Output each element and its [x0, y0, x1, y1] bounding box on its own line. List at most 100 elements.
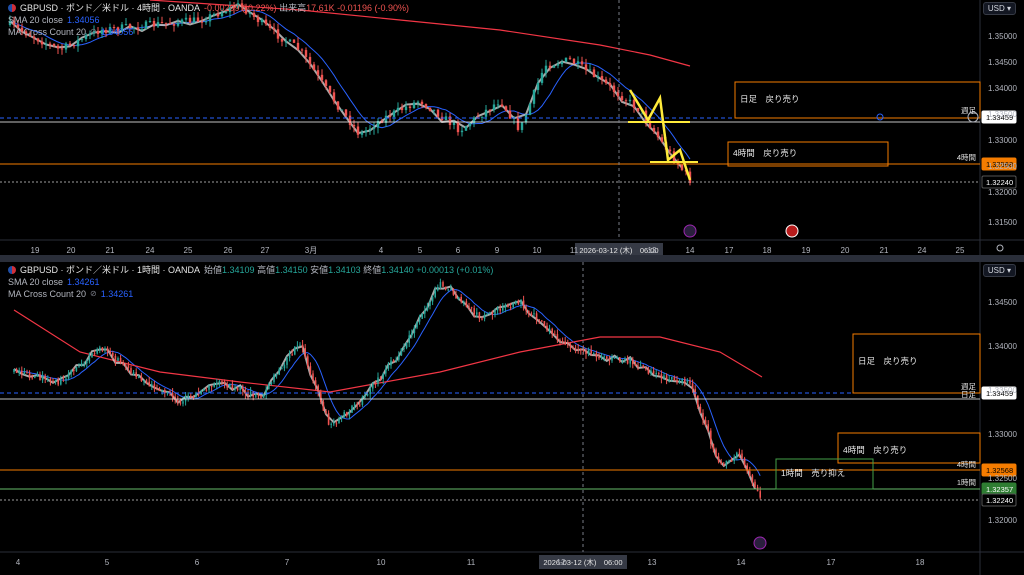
legend-4h: GBPUSD · ポンド／米ドル · 4時間 · OANDA -0.00299 …	[8, 2, 409, 38]
candle-body	[556, 334, 559, 341]
candle-body	[304, 50, 308, 57]
candle-body	[628, 99, 632, 102]
candle-body	[18, 370, 20, 373]
time-axis-label: 5	[105, 558, 110, 567]
ohlc-value: 1.34103	[328, 265, 364, 275]
candle-body	[275, 374, 278, 376]
candle-body	[144, 21, 148, 30]
candle-body	[684, 378, 686, 382]
candle-body	[463, 301, 465, 303]
candle-body	[546, 325, 548, 331]
candle-body	[23, 371, 26, 374]
sma-indicator-label[interactable]: SMA 20 close	[8, 15, 64, 25]
candle-body	[32, 36, 36, 39]
candle-body	[320, 74, 324, 81]
price-axis-label: 1.34000	[988, 342, 1017, 351]
sma-indicator-label[interactable]: SMA 20 close	[8, 277, 64, 287]
candle-body	[164, 22, 168, 24]
candle-body	[532, 89, 536, 104]
ma-cross-count-value: 1.34056	[100, 27, 134, 37]
candle-body	[324, 80, 328, 86]
ma-cross-count-label[interactable]: MA Cross Count 20	[8, 27, 87, 37]
candle-body	[639, 365, 642, 367]
candle-body	[252, 391, 254, 397]
visibility-icon[interactable]: ⊘	[90, 27, 97, 36]
ohlc-value: +0.00013 (+0.01%)	[416, 265, 494, 275]
candle-body	[480, 116, 484, 118]
candle-body	[637, 365, 639, 367]
candle-body	[712, 443, 715, 450]
time-axis-label: 17	[725, 246, 734, 255]
price-axis-label: 1.31500	[988, 218, 1017, 227]
candle-body	[257, 395, 260, 397]
candle-body	[152, 21, 156, 27]
time-axis-label: 4	[379, 246, 384, 255]
candle-body	[156, 388, 158, 390]
price-scale	[980, 262, 1024, 575]
candle-body	[314, 380, 317, 386]
candle-body	[244, 390, 247, 394]
candle-body	[158, 389, 161, 392]
candle-body	[328, 85, 332, 93]
candle-body	[187, 395, 189, 397]
candle-body	[554, 334, 556, 336]
candle-body	[36, 38, 40, 42]
chart-pane-4h[interactable]: 日足 戻り売り 4時間 戻り売り 週足 4時間 1.33459 1.32568 1.3224…	[0, 0, 1024, 255]
candle-body	[346, 412, 348, 416]
candle-body	[212, 13, 216, 15]
candle-body	[65, 378, 67, 380]
candle-body	[608, 83, 612, 86]
pane-separator[interactable]	[0, 255, 1024, 262]
candle-body	[464, 126, 468, 131]
candle-body	[431, 297, 434, 302]
candle-body	[681, 378, 683, 382]
ohlc-value: 1.34140	[381, 265, 417, 275]
candle-body	[325, 410, 327, 414]
long-ma-line	[149, 0, 691, 67]
annotation-box	[775, 458, 874, 490]
candle-body	[88, 33, 92, 36]
currency-label: USD	[987, 266, 1005, 275]
candle-body	[538, 319, 540, 321]
crosshair-time-label: 2026-03-12 (木) 06:00	[543, 557, 622, 567]
candle-body	[587, 350, 590, 355]
candle-body	[390, 360, 392, 366]
candle-body	[613, 357, 616, 359]
candle-body	[288, 39, 292, 42]
chart-canvas-4h[interactable]: 日足 戻り売り 4時間 戻り売り 週足 4時間 1.33459 1.32568 1.3224…	[0, 0, 1024, 255]
time-axis-label: 6	[195, 558, 200, 567]
visibility-icon[interactable]: ⊘	[90, 289, 97, 298]
candle-body	[691, 383, 694, 389]
candle-body	[645, 367, 647, 369]
price-axis-label: 1.33000	[988, 136, 1017, 145]
annotation-box-label: 日足 戻り売り	[740, 94, 800, 104]
candle-body	[593, 353, 595, 355]
symbol-title[interactable]: GBPUSD · ポンド／米ドル · 1時間 · OANDA	[20, 265, 201, 275]
candle-body	[496, 104, 500, 106]
candle-body	[364, 130, 368, 133]
candle-body	[699, 406, 702, 413]
candle-body	[228, 7, 232, 13]
ma-cross-count-label[interactable]: MA Cross Count 20	[8, 289, 87, 299]
candle-body	[83, 363, 85, 365]
candle-body	[624, 359, 626, 361]
chart-pane-1h[interactable]: 日足 戻り売り 4時間 戻り売り 1時間 売り抑え 週足 日足 4時間 1時間 1.33459…	[0, 262, 1024, 575]
annotation-box-label: 4時間 戻り売り	[733, 148, 797, 158]
candle-body	[733, 457, 735, 461]
candle-body	[429, 301, 431, 306]
currency-dropdown[interactable]: USD ▾	[982, 2, 1016, 15]
currency-dropdown[interactable]: USD ▾	[982, 264, 1016, 277]
candle-body	[520, 122, 524, 130]
sma-indicator-value: 1.34056	[67, 15, 100, 25]
candle-body	[148, 21, 152, 23]
symbol-title[interactable]: GBPUSD · ポンド／米ドル · 4時間 · OANDA	[20, 3, 201, 13]
candle-body	[270, 381, 273, 385]
event-marker-icon	[753, 536, 767, 550]
candle-body	[218, 380, 221, 383]
price-tag-value: 1.33459	[986, 113, 1013, 122]
currency-label: USD	[987, 4, 1005, 13]
candle-body	[416, 321, 418, 328]
candle-body	[56, 45, 60, 49]
candle-body	[322, 402, 325, 411]
